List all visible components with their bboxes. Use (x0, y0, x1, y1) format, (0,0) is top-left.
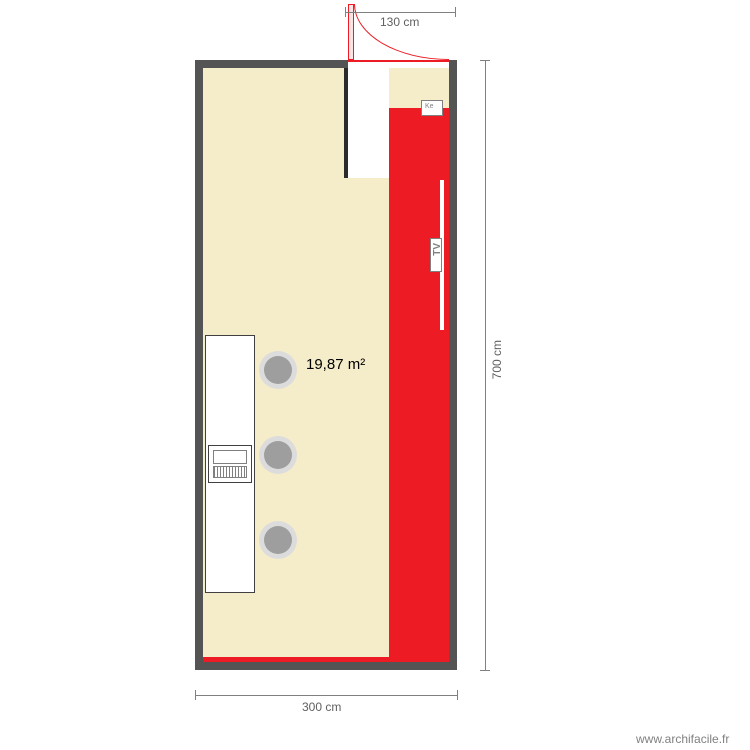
dim-width-line (195, 695, 457, 696)
dim-height-tick-t (480, 60, 490, 61)
dim-door-tick-r (455, 7, 456, 17)
watermark: www.archifacile.fr (636, 732, 729, 746)
entry-block (348, 68, 389, 178)
card-reader-label: Ke (425, 103, 434, 110)
chair-2 (259, 436, 297, 474)
tv-label: TV (432, 243, 443, 256)
dim-door-line (345, 12, 455, 13)
door-threshold (348, 60, 449, 62)
monitor (208, 445, 252, 483)
dim-height-line (485, 60, 486, 670)
chair-3 (259, 521, 297, 559)
dim-width-tick-l (195, 690, 196, 700)
red-bottom-line (203, 657, 449, 662)
area-label: 19,87 m² (306, 356, 365, 373)
dim-width-label: 300 cm (302, 700, 341, 714)
dim-door-label: 130 cm (380, 15, 419, 29)
dim-height-label: 700 cm (490, 340, 504, 379)
chair-1 (259, 351, 297, 389)
dim-height-tick-b (480, 670, 490, 671)
dim-door-tick-l (345, 7, 346, 17)
dim-width-tick-r (457, 690, 458, 700)
